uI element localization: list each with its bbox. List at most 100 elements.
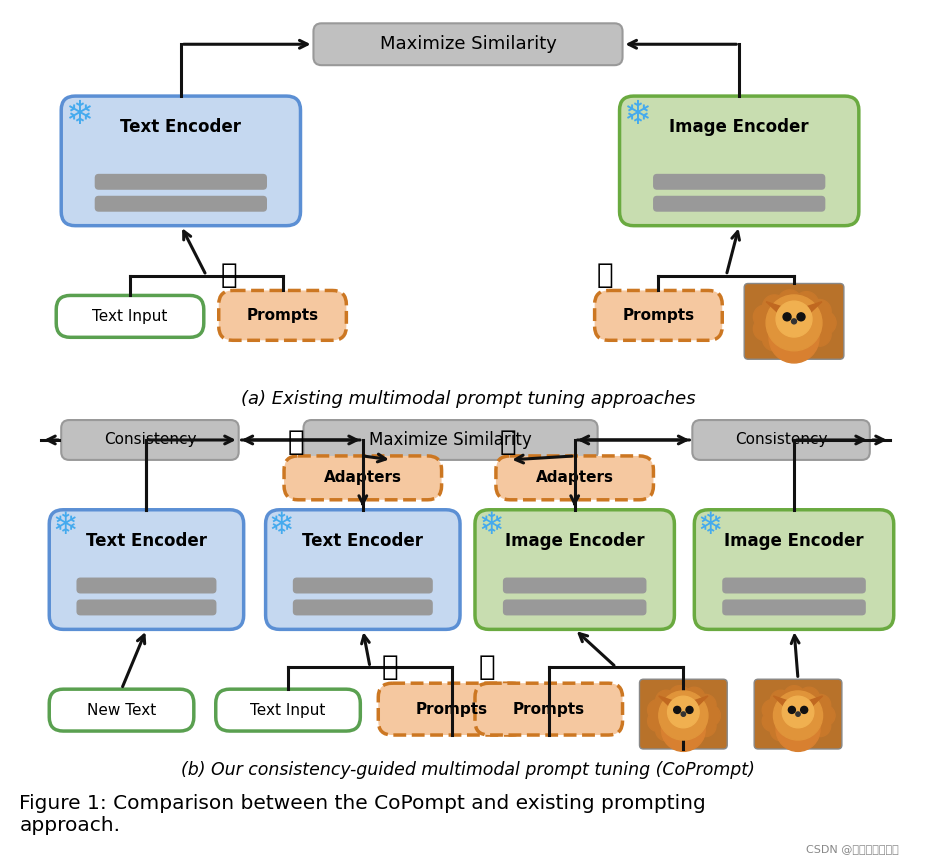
Circle shape <box>812 311 836 335</box>
Text: Adapters: Adapters <box>324 471 402 486</box>
Text: ❄: ❄ <box>697 512 723 540</box>
FancyBboxPatch shape <box>77 577 216 594</box>
Text: Maximize Similarity: Maximize Similarity <box>380 36 556 53</box>
Text: Prompts: Prompts <box>513 701 585 717</box>
Circle shape <box>681 712 685 716</box>
Polygon shape <box>773 696 794 707</box>
Circle shape <box>810 694 830 715</box>
FancyBboxPatch shape <box>754 679 841 749</box>
Circle shape <box>648 710 668 732</box>
Text: (a) Existing multimodal prompt tuning approaches: (a) Existing multimodal prompt tuning ap… <box>241 390 695 408</box>
Circle shape <box>695 694 716 715</box>
Text: Text Input: Text Input <box>93 309 168 324</box>
FancyBboxPatch shape <box>216 689 360 731</box>
Circle shape <box>686 707 693 714</box>
FancyBboxPatch shape <box>293 577 432 594</box>
FancyBboxPatch shape <box>653 174 826 190</box>
Polygon shape <box>659 696 679 707</box>
Circle shape <box>807 323 831 346</box>
Circle shape <box>812 311 836 335</box>
Circle shape <box>813 705 835 726</box>
Circle shape <box>778 290 802 314</box>
FancyBboxPatch shape <box>50 510 243 629</box>
Circle shape <box>776 707 820 752</box>
FancyBboxPatch shape <box>639 679 727 749</box>
Text: 🔥: 🔥 <box>596 260 613 289</box>
Polygon shape <box>799 302 822 314</box>
Text: 🔥: 🔥 <box>382 653 399 681</box>
Circle shape <box>783 686 805 707</box>
FancyBboxPatch shape <box>293 599 432 616</box>
FancyBboxPatch shape <box>314 23 622 65</box>
Circle shape <box>684 688 705 708</box>
Circle shape <box>783 313 791 321</box>
Polygon shape <box>688 696 708 707</box>
Circle shape <box>695 715 716 737</box>
Text: Maximize Similarity: Maximize Similarity <box>369 431 532 449</box>
FancyBboxPatch shape <box>695 510 894 629</box>
Circle shape <box>788 707 796 714</box>
Circle shape <box>770 720 791 740</box>
Text: (b) Our consistency-guided multimodal prompt tuning (CoPrompt): (b) Our consistency-guided multimodal pr… <box>181 761 755 779</box>
Circle shape <box>792 319 797 324</box>
Text: Figure 1: Comparison between the CoPompt and existing prompting
approach.: Figure 1: Comparison between the CoPompt… <box>20 794 706 835</box>
Text: Text Input: Text Input <box>250 702 326 718</box>
Circle shape <box>667 696 699 727</box>
FancyBboxPatch shape <box>95 196 267 212</box>
Text: Text Encoder: Text Encoder <box>121 118 241 136</box>
Circle shape <box>659 691 708 740</box>
Circle shape <box>783 724 805 746</box>
FancyBboxPatch shape <box>219 290 346 341</box>
Circle shape <box>766 295 822 351</box>
FancyBboxPatch shape <box>723 577 866 594</box>
Circle shape <box>795 330 818 354</box>
Text: New Text: New Text <box>87 702 156 718</box>
Circle shape <box>699 705 720 726</box>
FancyBboxPatch shape <box>503 599 647 616</box>
Circle shape <box>684 723 705 744</box>
Text: Text Encoder: Text Encoder <box>86 531 207 550</box>
Text: 🔥: 🔥 <box>287 428 304 456</box>
Circle shape <box>796 712 800 716</box>
Text: Image Encoder: Image Encoder <box>669 118 809 136</box>
FancyBboxPatch shape <box>303 420 597 460</box>
Circle shape <box>763 295 786 319</box>
Circle shape <box>800 707 808 714</box>
Text: 🔥: 🔥 <box>478 653 495 681</box>
Circle shape <box>648 700 668 720</box>
Text: 🔥: 🔥 <box>500 428 516 456</box>
FancyBboxPatch shape <box>653 196 826 212</box>
Circle shape <box>669 686 690 707</box>
Text: 🔥: 🔥 <box>220 260 237 289</box>
FancyBboxPatch shape <box>50 689 194 731</box>
Circle shape <box>770 690 791 711</box>
FancyBboxPatch shape <box>56 296 204 337</box>
Circle shape <box>798 723 820 744</box>
Text: ❄: ❄ <box>269 512 294 540</box>
Circle shape <box>763 327 786 351</box>
Text: Consistency: Consistency <box>735 433 827 447</box>
Circle shape <box>795 291 818 316</box>
Circle shape <box>798 688 820 708</box>
FancyBboxPatch shape <box>496 456 653 499</box>
FancyBboxPatch shape <box>61 96 300 225</box>
Text: Prompts: Prompts <box>416 701 488 717</box>
Circle shape <box>810 715 830 737</box>
Circle shape <box>762 700 783 720</box>
FancyBboxPatch shape <box>723 599 866 616</box>
Circle shape <box>776 301 812 337</box>
FancyBboxPatch shape <box>503 577 647 594</box>
Circle shape <box>778 332 802 355</box>
Text: ❄: ❄ <box>66 97 94 131</box>
Circle shape <box>753 305 777 329</box>
Text: Image Encoder: Image Encoder <box>505 531 645 550</box>
Text: CSDN @我好想吃烤地瓜: CSDN @我好想吃烤地瓜 <box>806 844 899 854</box>
FancyBboxPatch shape <box>594 290 723 341</box>
Circle shape <box>769 313 819 363</box>
Circle shape <box>669 724 690 746</box>
Text: Prompts: Prompts <box>622 308 695 323</box>
Circle shape <box>773 691 823 740</box>
FancyBboxPatch shape <box>620 96 859 225</box>
FancyBboxPatch shape <box>744 284 844 359</box>
FancyBboxPatch shape <box>378 683 526 735</box>
